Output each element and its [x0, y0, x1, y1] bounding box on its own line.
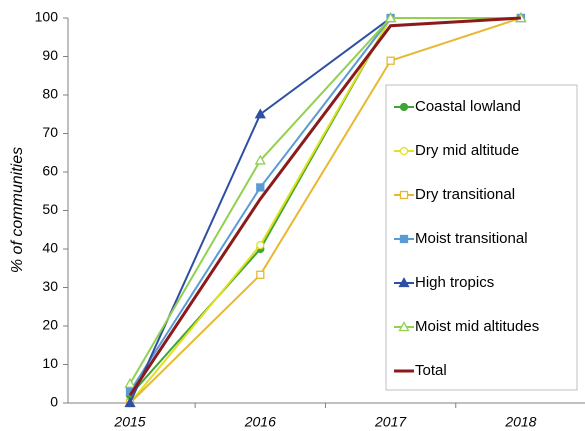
y-tick-label: 60 — [42, 163, 58, 179]
legend-label: Total — [415, 362, 447, 379]
point — [256, 270, 265, 279]
y-tick-label: 0 — [50, 394, 58, 410]
y-tick-label: 90 — [42, 47, 58, 63]
y-axis-label: % of communities — [9, 147, 26, 273]
legend-marker — [399, 146, 409, 156]
point — [256, 183, 265, 192]
legend-marker — [399, 234, 409, 244]
x-tick-label: 2017 — [374, 414, 407, 430]
point — [254, 154, 266, 165]
y-tick-label: 50 — [42, 201, 58, 217]
y-tick-label: 100 — [35, 9, 59, 25]
legend-label: Moist mid altitudes — [415, 318, 539, 335]
legend-label: Dry transitional — [415, 186, 515, 203]
x-tick-label: 2016 — [244, 414, 276, 430]
legend-marker — [398, 321, 410, 332]
series-line — [129, 17, 521, 385]
series-line — [128, 16, 521, 397]
y-tick-label: 10 — [42, 355, 58, 371]
y-tick-label: 80 — [42, 86, 58, 102]
legend-marker — [399, 190, 409, 200]
y-tick-label: 40 — [42, 240, 58, 256]
legend-marker — [398, 277, 410, 288]
legend-label: High tropics — [415, 274, 494, 291]
point — [386, 56, 395, 65]
point — [256, 240, 265, 250]
legend: Coastal lowland Dry mid altitude Dry trans… — [385, 84, 578, 391]
point — [124, 397, 136, 408]
x-tick-label: 2018 — [504, 414, 536, 430]
point — [124, 377, 136, 388]
y-tick-label: 30 — [42, 278, 58, 294]
x-tick-label: 2015 — [113, 414, 145, 430]
legend-marker — [399, 102, 409, 112]
series-line — [129, 17, 522, 404]
point — [254, 108, 266, 119]
point — [384, 12, 397, 23]
legend-label: Moist transitional — [415, 230, 528, 247]
legend-label: Coastal lowland — [415, 98, 521, 115]
legend-label: Dry mid altitude — [415, 142, 519, 159]
legend-box — [385, 84, 578, 391]
y-tick-label: 20 — [42, 317, 58, 333]
y-tick-label: 70 — [42, 124, 58, 140]
